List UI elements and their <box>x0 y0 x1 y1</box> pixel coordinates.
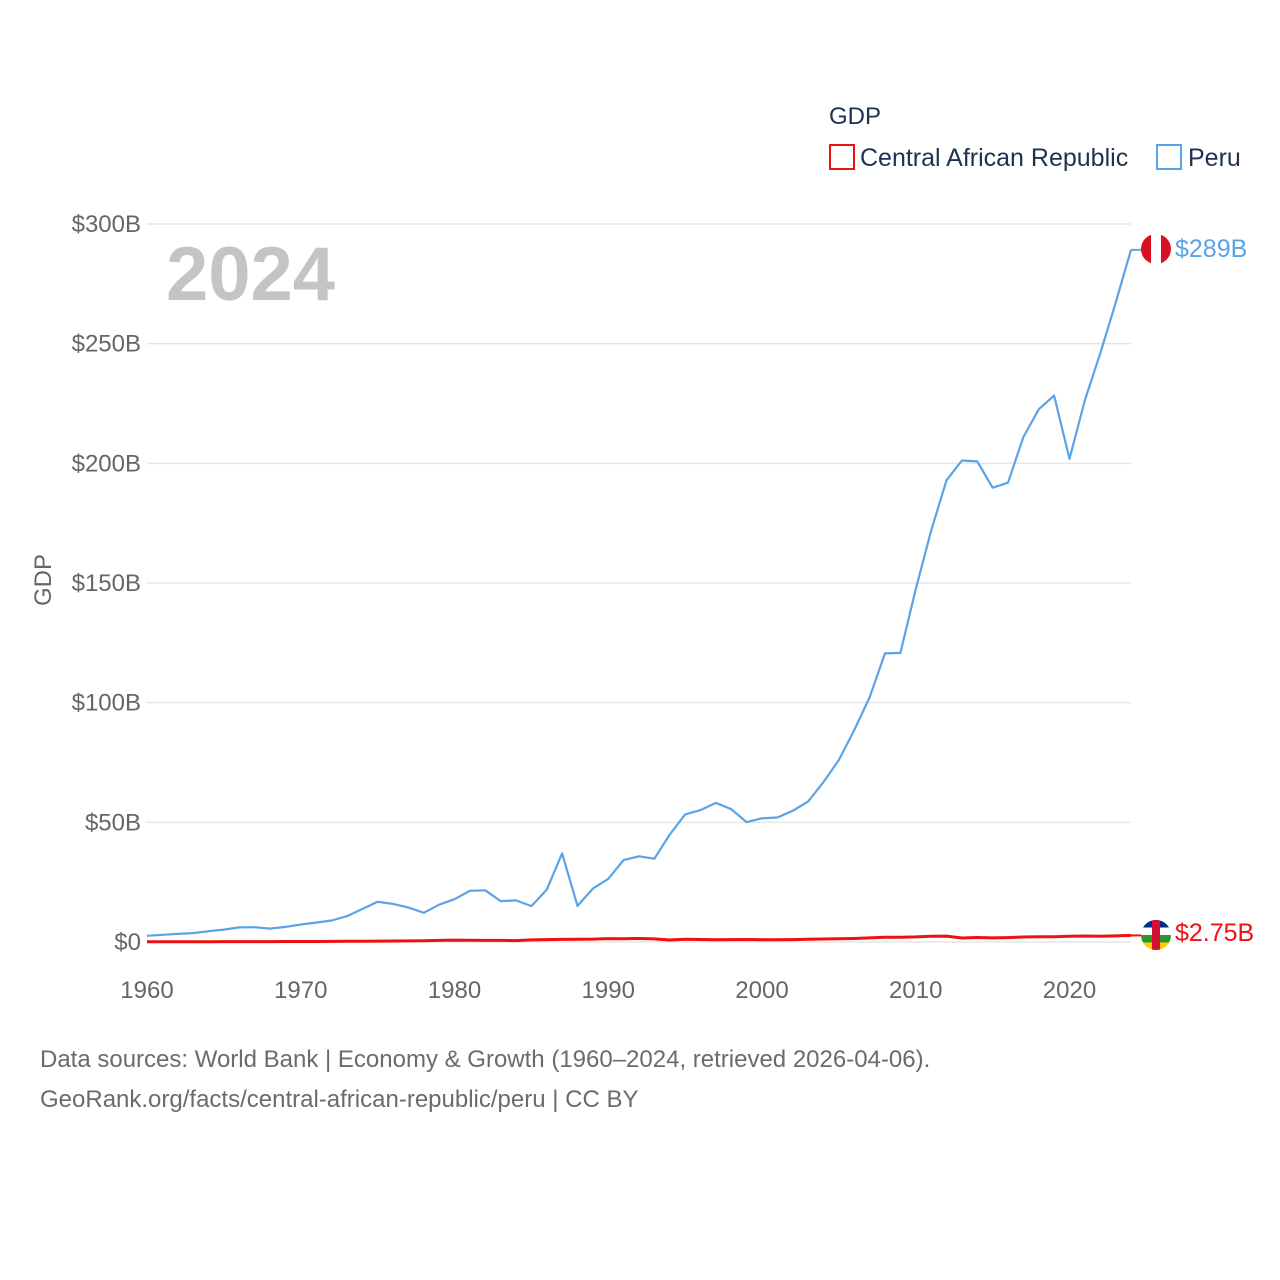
year-overlay: 2024 <box>166 232 335 317</box>
legend-title: GDP <box>829 103 881 130</box>
y-tick-label: $50B <box>85 809 141 836</box>
x-tick-label: 2000 <box>735 977 788 1004</box>
series-line-central-african-republic[interactable] <box>147 933 1132 944</box>
legend-label-car: Central African Republic <box>860 144 1128 172</box>
series-line-peru[interactable] <box>146 249 1133 937</box>
x-tick-label: 1990 <box>582 977 635 1004</box>
legend-item-central-african-republic[interactable]: Central African Republic <box>829 144 1128 172</box>
data-source-footer: Data sources: World Bank | Economy & Gro… <box>40 1040 930 1120</box>
x-tick-label: 1980 <box>428 977 481 1004</box>
central-african-republic-flag-icon <box>1141 920 1171 950</box>
y-tick-label: $300B <box>72 211 141 238</box>
peru-flag-icon <box>1141 234 1171 264</box>
legend-swatch-peru <box>1156 144 1182 170</box>
car-end-value-label: $2.75B <box>1175 919 1254 947</box>
legend-item-peru[interactable]: Peru <box>1156 144 1241 172</box>
data-sources-text: Data sources: World Bank | Economy & Gro… <box>40 1046 931 1073</box>
y-axis-ticks: $0 $50B $100B $150B $200B $250B $300B <box>72 211 141 956</box>
series-lines <box>146 248 1141 944</box>
y-tick-label: $250B <box>72 331 141 358</box>
legend-label-peru: Peru <box>1188 144 1241 172</box>
y-axis-label: GDP <box>30 554 57 606</box>
legend-swatch-car <box>829 144 855 170</box>
y-tick-label: $200B <box>72 450 141 477</box>
x-tick-label: 1960 <box>120 977 173 1004</box>
x-tick-label: 1970 <box>274 977 327 1004</box>
x-tick-label: 2010 <box>889 977 942 1004</box>
y-tick-label: $0 <box>114 929 141 956</box>
source-url-text[interactable]: GeoRank.org/facts/central-african-republ… <box>40 1086 639 1113</box>
peru-end-value-label: $289B <box>1175 235 1247 263</box>
x-tick-label: 2020 <box>1043 977 1096 1004</box>
x-axis-ticks: 1960 1970 1980 1990 2000 2010 2020 <box>120 977 1096 1004</box>
y-tick-label: $150B <box>72 570 141 597</box>
grid-lines <box>147 223 1131 943</box>
y-tick-label: $100B <box>72 690 141 717</box>
